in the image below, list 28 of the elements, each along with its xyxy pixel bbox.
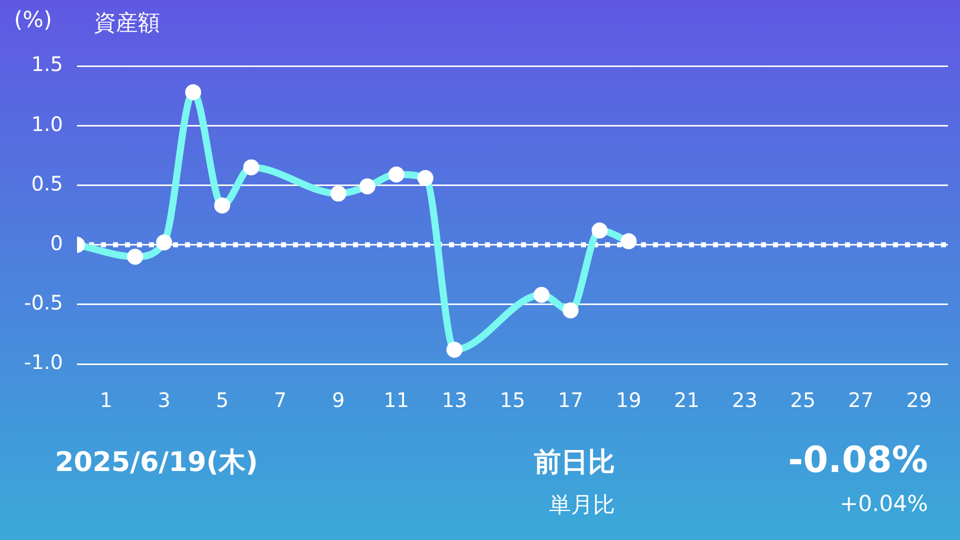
x-tick-label: 19 [616, 388, 642, 412]
x-tick-label: 5 [216, 388, 229, 412]
x-tick-label: 11 [384, 388, 410, 412]
text: 前日比 [534, 446, 615, 480]
chart-title: 資産額 [94, 10, 160, 38]
y-tick-label: -0.5 [24, 290, 64, 315]
x-tick-label: 13 [442, 388, 468, 412]
x-tick-label: 1 [100, 388, 112, 412]
y-tick-label: 0.5 [31, 171, 64, 196]
x-tick-label: 25 [790, 388, 816, 412]
x-tick-label: 21 [674, 388, 700, 412]
x-tick-label: 9 [332, 388, 345, 412]
y-tick-label: 1.0 [31, 112, 64, 136]
x-tick-label: 7 [274, 388, 287, 412]
x-tick-label: 27 [848, 388, 874, 412]
y-tick-label: 0 [50, 231, 64, 256]
x-tick-label: 29 [906, 388, 932, 412]
y-tick-label: 1.5 [31, 52, 64, 76]
text: -0.08% [788, 440, 928, 481]
x-tick-label: 3 [158, 388, 170, 412]
y-axis-title: (%) [14, 8, 52, 33]
x-tick-label: 17 [558, 388, 584, 412]
y-tick-label: -1.0 [24, 350, 64, 374]
x-tick-label: 15 [500, 388, 526, 412]
text: +0.04% [840, 492, 928, 517]
text: 単月比 [549, 492, 615, 520]
x-tick-label: 23 [732, 388, 758, 412]
text: 2025/6/19(木) [55, 446, 258, 480]
